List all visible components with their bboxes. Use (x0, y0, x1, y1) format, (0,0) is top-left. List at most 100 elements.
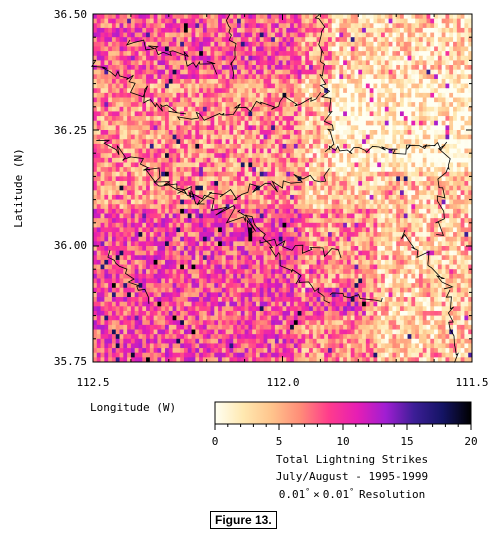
heatmap-cell (130, 185, 136, 191)
heatmap-cell (293, 130, 299, 135)
heatmap-cell (312, 32, 317, 38)
heatmap-cell (381, 232, 386, 238)
heatmap-cell (365, 185, 371, 191)
heatmap-cell (411, 83, 416, 89)
heatmap-cell (172, 125, 177, 131)
heatmap-cell (407, 27, 412, 33)
heatmap-cell (399, 143, 405, 149)
heatmap-cell (134, 162, 139, 168)
heatmap-cell (297, 153, 302, 159)
heatmap-cell (411, 18, 416, 24)
heatmap-cell (229, 236, 234, 242)
heatmap-cell (426, 134, 431, 140)
heatmap-cell (407, 78, 412, 84)
heatmap-cell (422, 185, 427, 191)
heatmap-cell (199, 241, 204, 247)
heatmap-cell (237, 148, 242, 154)
heatmap-cell (157, 102, 162, 108)
heatmap-cell (312, 78, 317, 84)
heatmap-cell (358, 111, 363, 117)
heatmap-cell (415, 130, 420, 135)
heatmap-cell (354, 139, 359, 145)
heatmap-cell (172, 139, 177, 145)
heatmap-cell (358, 83, 363, 89)
heatmap-cell (225, 232, 230, 238)
heatmap-cell (343, 88, 348, 94)
heatmap-cell (278, 227, 283, 233)
heatmap-cell (350, 32, 355, 38)
heatmap-cell (460, 130, 465, 135)
heatmap-cell (327, 46, 333, 52)
heatmap-cell (456, 111, 461, 117)
heatmap-cell (149, 32, 154, 38)
heatmap-cell (388, 69, 393, 75)
heatmap-cell (331, 88, 336, 94)
heatmap-cell (244, 176, 249, 182)
heatmap-cell (464, 46, 469, 52)
heatmap-cell (146, 23, 151, 29)
heatmap-cell (210, 55, 215, 61)
heatmap-cell (93, 97, 98, 103)
heatmap-cell (354, 65, 359, 71)
heatmap-cell (392, 185, 397, 191)
heatmap-cell (233, 41, 238, 47)
heatmap-cell (176, 162, 181, 168)
heatmap-cell (468, 102, 473, 108)
heatmap-cell (388, 51, 393, 57)
heatmap-cell (327, 14, 333, 19)
heatmap-cell (100, 27, 105, 33)
heatmap-cell (214, 222, 219, 228)
heatmap-cell (187, 69, 192, 75)
heatmap-cell (115, 106, 120, 112)
heatmap-cell (399, 106, 405, 112)
heatmap-cell (214, 218, 219, 224)
heatmap-cell (286, 153, 291, 159)
heatmap-cell (195, 120, 200, 126)
heatmap-cell (233, 190, 238, 196)
heatmap-cell (331, 199, 336, 205)
heatmap-cell (161, 153, 166, 159)
heatmap-cell (456, 27, 461, 33)
heatmap-cell (153, 218, 158, 224)
heatmap-cell (195, 134, 200, 140)
heatmap-cell (358, 157, 363, 163)
heatmap-cell (233, 111, 238, 117)
heatmap-cell (180, 199, 185, 205)
heatmap-cell (96, 236, 101, 242)
heatmap-cell (381, 41, 386, 47)
heatmap-cell (183, 106, 189, 112)
heatmap-cell (157, 222, 162, 228)
heatmap-cell (134, 134, 139, 140)
heatmap-cell (381, 218, 386, 224)
heatmap-cell (214, 176, 219, 182)
heatmap-cell (381, 27, 386, 33)
heatmap-cell (225, 65, 230, 71)
heatmap-cell (134, 111, 139, 117)
heatmap-cell (331, 222, 336, 228)
heatmap-cell (320, 171, 325, 177)
heatmap-cell (259, 102, 264, 108)
heatmap-cell (218, 194, 223, 200)
heatmap-cell (324, 208, 329, 214)
heatmap-cell (377, 232, 382, 238)
heatmap-cell (202, 176, 208, 182)
heatmap-cell (335, 65, 340, 71)
heatmap-cell (199, 236, 204, 242)
heatmap-cell (104, 37, 109, 43)
heatmap-cell (146, 27, 151, 33)
heatmap-cell (362, 88, 367, 94)
heatmap-cell (282, 134, 287, 140)
heatmap-cell (324, 157, 329, 163)
heatmap-cell (93, 116, 98, 122)
heatmap-cell (422, 190, 427, 196)
heatmap-cell (449, 190, 454, 196)
heatmap-cell (426, 41, 431, 47)
heatmap-cell (445, 190, 450, 196)
heatmap-cell (392, 74, 397, 80)
heatmap-cell (399, 153, 405, 159)
heatmap-cell (248, 65, 253, 71)
heatmap-cell (381, 213, 386, 219)
heatmap-cell (104, 18, 109, 24)
heatmap-cell (381, 236, 386, 242)
heatmap-cell (146, 69, 151, 75)
